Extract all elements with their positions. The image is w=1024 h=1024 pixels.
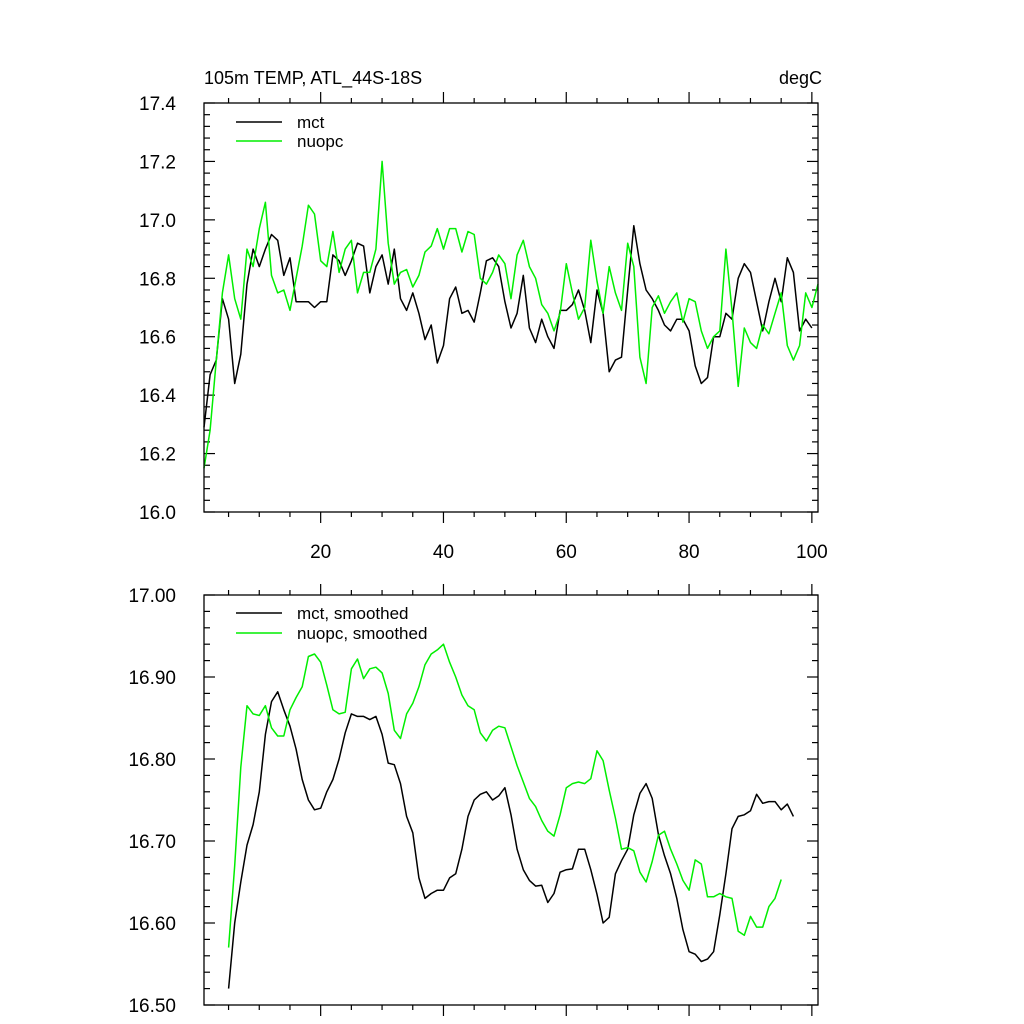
plot-frame <box>203 102 819 513</box>
y-tick-label: 17.00 <box>128 586 176 607</box>
y-tick-label: 16.4 <box>139 386 176 407</box>
x-tick-label: 60 <box>556 542 577 563</box>
x-tick-label: 20 <box>310 542 331 563</box>
y-tick-label: 16.70 <box>128 832 176 853</box>
plot-frame <box>203 594 819 1006</box>
x-tick-label: 40 <box>433 542 454 563</box>
y-tick-labels: 16.50 16.60 16.70 16.80 16.90 17.00 <box>128 586 176 1017</box>
legend-label-nuopc-smoothed: nuopc, smoothed <box>297 624 427 643</box>
y-tick-labels: 16.0 16.2 16.4 16.6 16.8 17.0 17.2 17.4 <box>139 94 176 524</box>
y-tick-label: 16.90 <box>128 668 176 689</box>
x-tick-labels: 20 40 60 80 100 <box>310 542 828 563</box>
series-line-nuopc-smoothed <box>227 643 782 948</box>
y-tick-label: 16.60 <box>128 914 176 935</box>
y-tick-label: 17.4 <box>139 94 176 115</box>
legend-label-mct-smoothed: mct, smoothed <box>297 604 409 623</box>
legend-label-nuopc: nuopc <box>297 132 344 151</box>
units-label: degC <box>779 68 822 88</box>
chart-title: 105m TEMP, ATL_44S-18S <box>204 68 422 89</box>
series-lines <box>227 643 795 989</box>
series-line-mct-smoothed <box>227 691 795 989</box>
smoothed-temperature-panel: 16.50 16.60 16.70 16.80 16.90 17.00 mct, smoo… <box>128 584 819 1017</box>
y-tick-label: 16.8 <box>139 269 176 290</box>
axis-ticks <box>204 584 818 1016</box>
y-tick-label: 16.0 <box>139 503 176 524</box>
axis-ticks <box>204 92 818 523</box>
legend-label-mct: mct <box>297 113 325 132</box>
y-tick-label: 16.6 <box>139 328 176 349</box>
y-tick-label: 16.80 <box>128 750 176 771</box>
y-tick-label: 17.2 <box>139 152 176 173</box>
raw-temperature-panel: 105m TEMP, ATL_44S-18S degC 16.0 16.2 16.4… <box>139 68 828 563</box>
legend: mct, smoothed nuopc, smoothed <box>236 604 427 643</box>
series-line-mct <box>203 224 813 428</box>
series-line-nuopc <box>203 160 819 469</box>
legend: mct nuopc <box>236 113 344 151</box>
series-lines <box>203 160 819 469</box>
x-tick-label: 100 <box>796 542 828 563</box>
y-tick-label: 16.50 <box>128 996 176 1017</box>
y-tick-label: 17.0 <box>139 211 176 232</box>
x-tick-label: 80 <box>678 542 699 563</box>
y-tick-label: 16.2 <box>139 445 176 466</box>
